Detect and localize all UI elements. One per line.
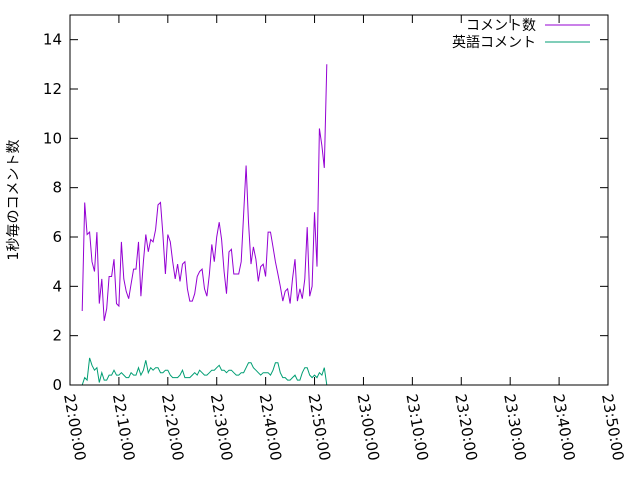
y-tick-label: 14 (43, 31, 62, 49)
series-line-2 (81, 357, 328, 386)
y-tick-labels: 0 2 4 6 8 10 12 14 (43, 31, 62, 394)
tick-marks (69, 15, 609, 386)
y-tick-label: 12 (43, 80, 62, 98)
y-tick-label: 4 (52, 277, 62, 295)
y-tick-label: 0 (52, 376, 62, 394)
y-tick-label: 2 (52, 327, 62, 345)
plot-frame (69, 14, 609, 386)
y-tick-label: 10 (43, 129, 62, 147)
series-line-1 (81, 64, 328, 321)
legend-label: コメント数 (466, 18, 536, 34)
y-tick-label: 6 (52, 228, 62, 246)
y-axis-title: 1秒毎のコメント数 (6, 140, 22, 261)
series-lines (81, 64, 328, 386)
legend-label: 英語コメント (452, 34, 536, 51)
y-tick-label: 8 (52, 179, 62, 197)
